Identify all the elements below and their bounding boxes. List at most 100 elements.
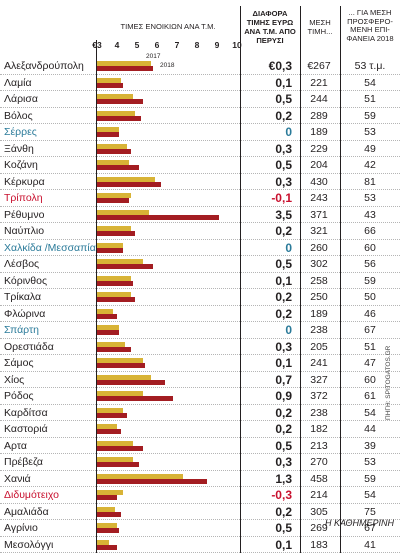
mean-size: 46 [348,307,392,321]
city-label: Κόρινθος [4,274,47,288]
mean-price: 302 [300,257,338,271]
mean-size: 53 [348,191,392,205]
bar-2018 [97,363,145,368]
column-divider [240,6,241,553]
mean-price: 229 [300,142,338,156]
mean-price: 182 [300,422,338,436]
diff-value: 0,1 [246,75,292,91]
diff-value: 0,2 [246,108,292,124]
bar-2018 [97,314,117,319]
city-label: Πρέβεζα [4,455,43,469]
bar-2018 [97,264,153,269]
city-label: Χαλκίδα /Μεσσαπία [4,241,96,255]
diff-value: 0,2 [246,289,292,305]
city-label: Χίος [4,373,24,387]
bar-2018 [97,462,139,467]
x-tick-label: 8 [195,40,200,50]
diff-value: 0,1 [246,273,292,289]
mean-size: 39 [348,439,392,453]
mean-price: 214 [300,488,338,502]
mean-size: 56 [348,257,392,271]
city-label: Αρτα [4,439,27,453]
city-label: Ορεστιάδα [4,340,54,354]
bar-2018 [97,512,121,517]
diff-value: 0,7 [246,372,292,388]
city-label: Τρίπολη [4,191,43,205]
bar-2018 [97,182,161,187]
diff-value: 0,5 [246,157,292,173]
mean-price: 205 [300,340,338,354]
bar-2018 [97,528,119,533]
bar-2018 [97,99,143,104]
mean-price: 204 [300,158,338,172]
x-tick-label: 5 [135,40,140,50]
city-label: Λέσβος [4,257,39,271]
mean-price: 327 [300,373,338,387]
mean-size: 53 [348,455,392,469]
mean-price: 305 [300,505,338,519]
city-label: Σάμος [4,356,34,370]
diff-value: 0,9 [246,388,292,404]
city-label: Διδυμότειχο [4,488,59,502]
diff-value: 0,5 [246,91,292,107]
mean-size: 59 [348,274,392,288]
mean-price: 372 [300,389,338,403]
mean-price: 189 [300,307,338,321]
bar-2018 [97,545,117,550]
bar-2018 [97,215,219,220]
diff-value: 0,5 [246,520,292,536]
city-label: Αλεξανδρούπολη [4,59,84,73]
city-label: Ναύπλιο [4,224,44,238]
diff-value: 0,3 [246,339,292,355]
bar-2018 [97,297,135,302]
bar-2018 [97,446,143,451]
diff-value: 0,1 [246,355,292,371]
bar-2018 [97,66,153,71]
city-label: Βόλος [4,109,33,123]
diff-value: 0,3 [246,454,292,470]
x-tick-label: 7 [175,40,180,50]
bar-2018 [97,281,133,286]
diff-value: 1,3 [246,471,292,487]
city-label: Κοζάνη [4,158,38,172]
bar-2018 [97,116,141,121]
mean-price: €267 [300,59,338,73]
size-column-header: ... ΓΙΑ ΜΕΣΗ ΠΡΟΣΦΕΡΟ- ΜΕΝΗ ΕΠΙ- ΦΑΝΕΙΑ … [340,9,400,43]
city-label: Ρέθυμνο [4,208,44,222]
city-label: Καρδίτσα [4,406,48,420]
mean-price: 270 [300,455,338,469]
diff-value: 0,2 [246,306,292,322]
bar-2018 [97,248,123,253]
mean-price: 250 [300,290,338,304]
city-label: Ξάνθη [4,142,34,156]
mean-price: 238 [300,406,338,420]
source-note: ΠΗΓΗ: SPITOGATOS.GR [385,346,392,420]
bar-2018 [97,165,139,170]
city-label: Σέρρες [4,125,37,139]
mean-size: 49 [348,142,392,156]
mean-size: 59 [348,109,392,123]
mean-price: 371 [300,208,338,222]
city-label: Σπάρτη [4,323,39,337]
diff-value: 0,1 [246,537,292,553]
diff-value: 0,5 [246,438,292,454]
mean-size: 53 [348,125,392,139]
mean-price: 260 [300,241,338,255]
city-label: Ρόδος [4,389,34,403]
bar-2018 [97,231,135,236]
x-tick-label: 6 [155,40,160,50]
diff-value: 0,3 [246,141,292,157]
mean-size: 42 [348,158,392,172]
city-label: Λάρισα [4,92,38,106]
bar-2018 [97,149,131,154]
diff-value: 0 [246,322,292,338]
diff-value: 0 [246,240,292,256]
diff-column-header: ΔΙΑΦΟΡΑ ΤΙΜΗΣ ΕΥΡΩ ΑΝΑ Τ.Μ. ΑΠΟ ΠΕΡΥΣΙ [240,9,300,45]
mean-size: 81 [348,175,392,189]
rents-column-header: ΤΙΜΕΣ ΕΝΟΙΚΙΩΝ ΑΝΑ Τ.Μ. [98,23,238,32]
diff-value: €0,3 [246,58,292,74]
price-column-header: ΜΕΣΗ ΤΙΜΗ... [300,19,340,36]
bar-2018 [97,380,165,385]
bar-2018 [97,396,173,401]
